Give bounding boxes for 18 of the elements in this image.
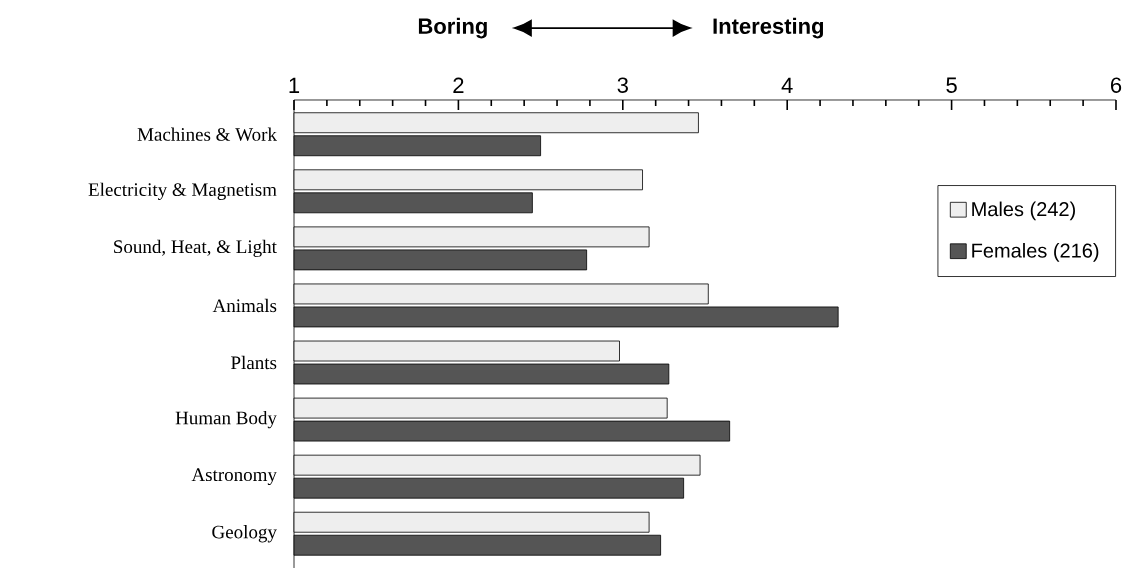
legend-label: Females (216) <box>972 243 1099 262</box>
x-tick-label: 2 <box>453 77 464 93</box>
x-tick-label: 1 <box>289 77 300 93</box>
y-tick-label: Astronomy <box>191 468 277 485</box>
y-tick-label: Animals <box>212 298 277 313</box>
x-tick-label: 5 <box>946 77 957 93</box>
y-tick-label: Machines & Work <box>137 127 277 141</box>
x-tick-label: 3 <box>617 77 628 93</box>
text: Boring <box>418 17 487 39</box>
text: Interesting <box>713 17 824 39</box>
y-tick-label: Sound, Heat, & Light <box>114 239 277 258</box>
y-tick-label: Human Body <box>175 410 277 429</box>
x-tick-label: 4 <box>781 77 793 93</box>
y-tick-label: Geology <box>212 525 277 543</box>
legend-label: Males (242) <box>972 201 1075 221</box>
y-tick-label: Electricity & Magnetism <box>88 182 277 200</box>
x-tick-label: 6 <box>1111 77 1122 93</box>
y-tick-label: Plants <box>231 355 277 370</box>
